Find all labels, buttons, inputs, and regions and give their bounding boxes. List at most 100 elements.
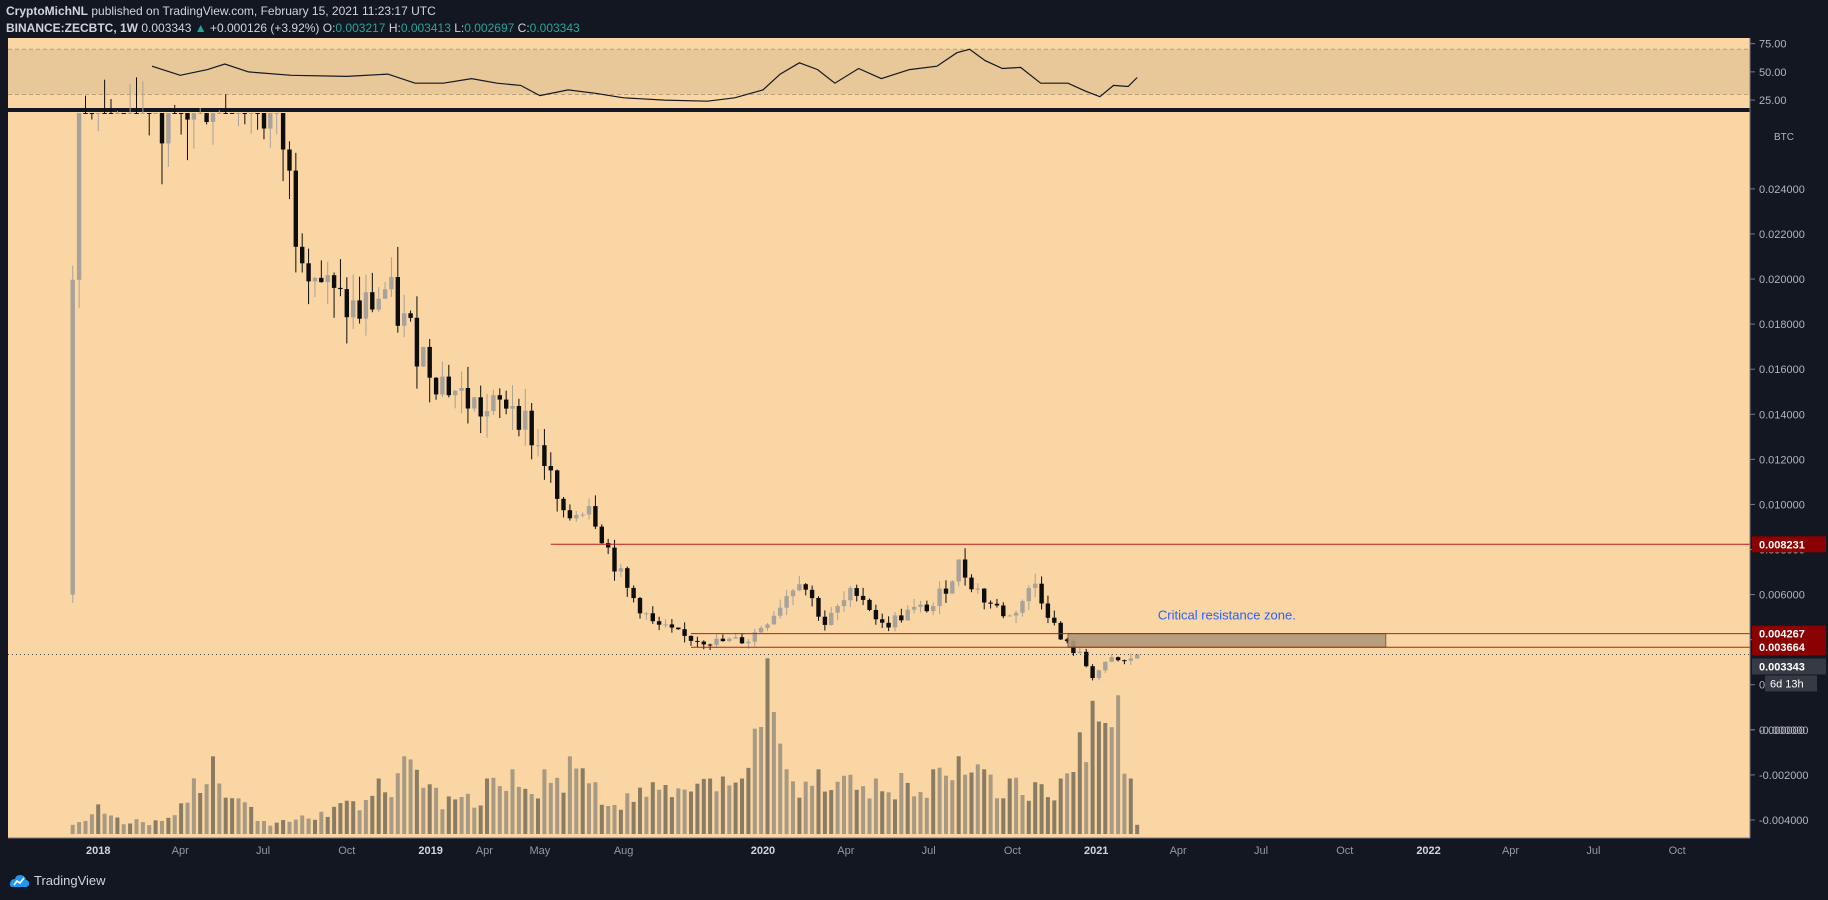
candle-body	[867, 599, 872, 610]
candle-body	[561, 498, 566, 511]
volume-bar	[548, 782, 553, 834]
candle-body	[76, 113, 82, 280]
volume-bar	[752, 728, 757, 834]
volume-bar	[606, 806, 611, 834]
volume-bar	[459, 797, 464, 834]
candle-body	[707, 644, 713, 646]
candle-body	[389, 277, 394, 290]
symbol-line: BINANCE:ZECBTC, 1W 0.003343 ▲ +0.000126 …	[6, 21, 580, 35]
candle-body	[287, 149, 292, 171]
volume-bar	[491, 777, 496, 834]
volume-bar	[784, 769, 789, 835]
volume-bar	[363, 800, 368, 834]
volume-bar	[485, 778, 489, 834]
candle-body	[134, 113, 139, 114]
volume-bar	[995, 798, 999, 834]
volume-bar	[816, 769, 821, 835]
volume-bar	[982, 769, 987, 835]
candle-body	[1128, 658, 1133, 661]
candle-body	[950, 581, 955, 594]
candle-body	[121, 113, 126, 114]
candle-body	[809, 589, 815, 599]
candle-body	[376, 298, 381, 310]
candle-body	[382, 289, 388, 299]
volume-bar	[153, 820, 158, 834]
candle-body	[943, 588, 949, 594]
candle-body	[676, 627, 681, 630]
volume-bar	[179, 803, 184, 834]
candle-body	[178, 113, 184, 114]
volume-bar	[516, 786, 521, 834]
volume-bar	[861, 786, 866, 834]
volume-bar	[166, 817, 171, 834]
volume-bar	[402, 756, 407, 834]
time-axis-label: Jul	[256, 845, 270, 857]
candle-body	[765, 624, 770, 628]
volume-bar	[714, 791, 719, 834]
candle-body	[631, 587, 636, 599]
last-price-text: 0.003343	[141, 21, 192, 35]
candle-body	[172, 113, 177, 114]
volume-bar	[510, 769, 515, 835]
brand-label[interactable]: TradingView	[34, 873, 106, 888]
volume-bar	[115, 817, 120, 834]
candle-body	[542, 445, 547, 466]
volume-bar	[414, 769, 419, 834]
candle-body	[994, 603, 1000, 606]
candle-body	[644, 613, 649, 615]
candle-body	[663, 624, 668, 626]
candle-body	[414, 317, 420, 367]
candle-body	[198, 113, 203, 114]
close-label: C:	[517, 21, 530, 35]
candle-body	[599, 526, 604, 544]
volume-bar	[1020, 795, 1025, 834]
volume-bar	[338, 803, 343, 834]
volume-bar	[720, 776, 725, 834]
volume-bar	[1109, 727, 1114, 834]
candle-body	[790, 590, 796, 597]
candle-body	[720, 638, 726, 642]
candle-body	[797, 584, 802, 591]
tradingview-logo-icon[interactable]	[8, 873, 30, 889]
candle-body	[535, 445, 541, 447]
published-text: published on TradingView.com, February 1…	[91, 4, 436, 18]
candle-body	[523, 410, 528, 430]
candle-body	[363, 292, 369, 319]
volume-bar	[504, 790, 509, 834]
publisher-name[interactable]: CryptoMichNL	[6, 4, 88, 18]
symbol-label[interactable]: BINANCE:ZECBTC, 1W	[6, 21, 138, 35]
time-axis-label: Apr	[1502, 845, 1519, 857]
volume-bar	[370, 795, 375, 834]
time-axis-label: 2019	[418, 845, 442, 857]
volume-bar	[1077, 732, 1082, 835]
price-axis-label: -0.002000	[1759, 770, 1809, 782]
candle-body	[1045, 603, 1051, 618]
volume-bar	[1116, 695, 1121, 835]
volume-bar	[886, 792, 891, 834]
candle-body	[1084, 651, 1089, 667]
volume-bar	[217, 783, 222, 834]
candle-body	[1001, 605, 1006, 617]
candle-body	[695, 640, 700, 642]
volume-bar	[555, 777, 560, 834]
candle-body	[1096, 670, 1102, 678]
volume-bar	[344, 800, 349, 834]
volume-bar	[70, 824, 75, 835]
volume-bar	[791, 781, 795, 834]
candle-body	[746, 641, 751, 644]
candle-body	[905, 609, 910, 621]
candle-body	[1122, 660, 1127, 662]
candle-body	[574, 514, 579, 519]
candle-body	[1115, 657, 1121, 661]
volume-bar	[963, 774, 968, 834]
volume-bar	[873, 778, 878, 834]
candle-body	[478, 397, 483, 417]
volume-bar	[427, 784, 432, 834]
candle-body	[886, 622, 891, 628]
volume-bar	[822, 791, 827, 834]
candle-body	[306, 263, 311, 282]
volume-bar	[497, 786, 502, 834]
volume-bar	[899, 773, 904, 835]
volume-bar	[408, 759, 413, 834]
